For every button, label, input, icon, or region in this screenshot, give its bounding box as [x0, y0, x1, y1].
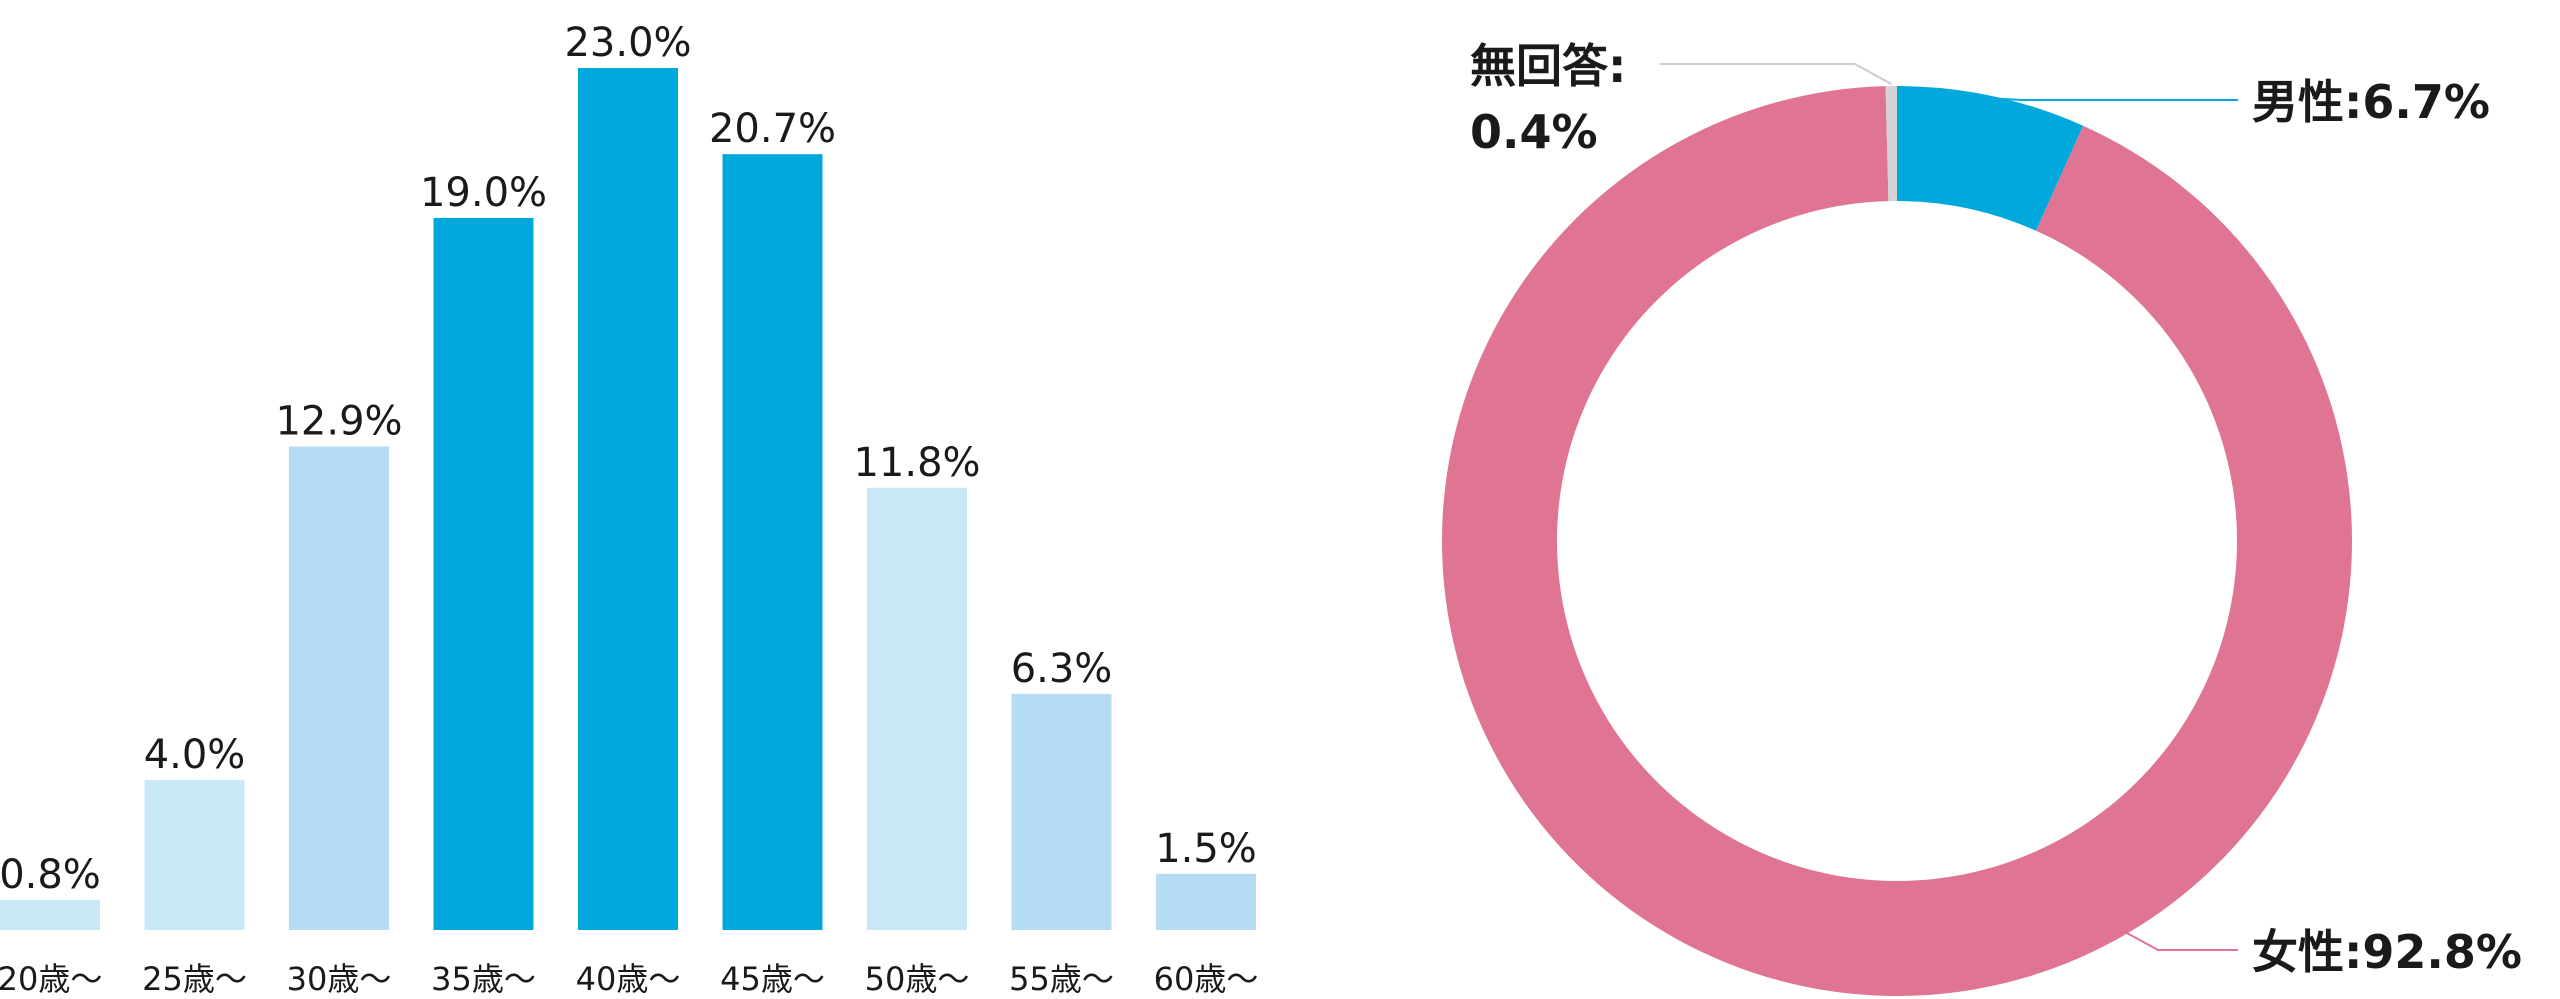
donut-leader-line-1	[1987, 97, 2238, 101]
bar-2	[144, 780, 245, 930]
bar-value-label: 12.9%	[275, 399, 402, 445]
bar-value-label: 6.3%	[1011, 646, 1113, 692]
bar-value-label: 20.7%	[709, 106, 836, 152]
bar-8	[1011, 693, 1112, 930]
donut-slice-label-2: 女性:92.8%	[2252, 925, 2522, 979]
bar-value-label: 11.8%	[853, 440, 980, 486]
donut-slice-3	[1885, 86, 1897, 202]
bar-category-label: 50歳～	[865, 960, 970, 998]
bar-1	[0, 900, 100, 930]
bar-value-label: 23.0%	[564, 20, 691, 66]
bar-value-label: 4.0%	[144, 732, 246, 778]
bar-category-label: 35歳～	[431, 960, 536, 998]
bar-value-label: 0.8%	[0, 852, 101, 898]
donut-leader-line-3	[1660, 63, 1892, 85]
bar-category-label: 55歳～	[1009, 960, 1114, 998]
donut-slice-label-1: 男性:6.7%	[2252, 75, 2490, 129]
donut-leader-line-2	[2124, 931, 2238, 951]
bar-category-label: 40歳～	[576, 960, 681, 998]
bar-3	[289, 446, 389, 930]
donut-slice-value-3: 0.4%	[1470, 105, 1598, 159]
bar-7	[867, 487, 967, 930]
gender-donut-chart: 男性:6.7% 女性:92.8% 無回答: 0.4%	[1442, 39, 2522, 996]
donut-slice-2	[1442, 86, 2352, 996]
bar-category-label: 20歳～	[0, 960, 102, 998]
bar-4	[433, 217, 534, 931]
bar-category-label: 30歳～	[287, 960, 392, 998]
bar-value-label: 1.5%	[1155, 826, 1257, 872]
age-bar-chart: 0.8% 20歳～ 4.0% 25歳～ 12.9% 30歳～ 19.0% 35歳～ 23.0% 4…	[0, 20, 1258, 998]
donut-slice-label-3: 無回答:	[1470, 39, 1626, 93]
bar-9	[1156, 873, 1256, 930]
bar-category-label: 25歳～	[142, 960, 247, 998]
bar-category-label: 45歳～	[720, 960, 825, 998]
bar-6	[722, 154, 823, 930]
bar-category-label: 60歳～	[1154, 960, 1259, 998]
bar-value-label: 19.0%	[420, 170, 547, 216]
bar-5	[578, 68, 678, 930]
donut-slice-1	[1897, 86, 2084, 231]
